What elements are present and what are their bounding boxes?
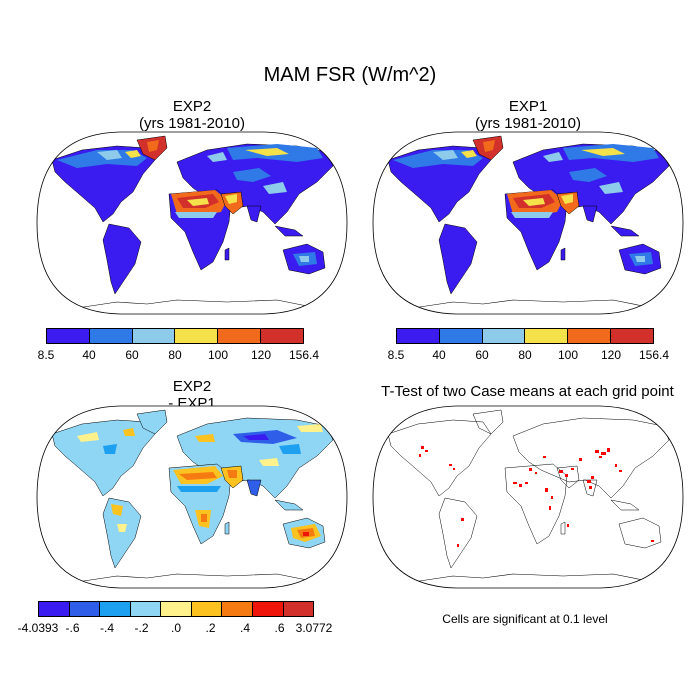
ttest-india [582,479,598,497]
diff-colorbar-label: -4.0393 [17,621,59,635]
exp2-panel-title: EXP2 (yrs 1981-2010) [37,98,347,132]
exp2-globe-outline [36,131,348,315]
diff-colorbar-label: -.4 [99,621,115,635]
exp1-title-line2: (yrs 1981-2010) [475,115,581,132]
diff-title-line1: EXP2 [172,378,212,395]
diff-antarctica [76,573,308,583]
exp1-colorbar-label: 100 [557,348,579,362]
exp1-panel-title: EXP1 (yrs 1981-2010) [373,98,683,132]
ttest-panel-title: T-Test of two Case means at each grid po… [381,383,674,400]
exp2-colorbar-label: 156.4 [288,348,320,362]
exp1-colorbar-swatch [525,329,569,343]
exp1-colorbar-label: 120 [600,348,622,362]
exp2-colorbar-swatch [261,329,303,343]
diff-colorbar-label: .0 [170,621,182,635]
diff-colorbar-label: -.2 [134,621,149,635]
exp2-south-america [102,223,142,295]
exp2-colorbar-label: 8.5 [37,348,55,362]
exp2-colorbar-swatch [47,329,90,343]
figure-title: MAM FSR (W/m^2) [263,64,437,86]
exp1-colorbar-swatch [568,329,612,343]
exp2-colorbar-swatch [89,329,133,343]
exp2-colorbar-label: 60 [125,348,139,362]
exp2-colorbar-label: 80 [168,348,182,362]
diff-colorbar-swatch [69,602,101,616]
exp2-antarctica [76,299,308,309]
exp1-colorbar-swatch [439,329,483,343]
exp1-map [372,131,684,315]
ttest-south-america [438,497,478,569]
exp2-map [36,131,348,315]
exp2-colorbar-label: 100 [207,348,229,362]
exp2-colorbar [46,328,304,344]
diff-colorbar-label: -.6 [65,621,80,635]
ttest-antarctica [412,573,644,583]
exp1-colorbar-swatch [397,329,440,343]
exp2-colorbar-label: 40 [82,348,96,362]
diff-colorbar-swatch [39,602,70,616]
exp1-colorbar-label: 80 [518,348,532,362]
exp1-colorbar-label: 8.5 [387,348,405,362]
exp2-colorbar-swatch [218,329,262,343]
exp1-colorbar [396,328,654,344]
exp1-colorbar-labels: 8.5 40 60 80 100 120 156.4 [388,348,669,364]
ttest-eurasia [512,417,670,499]
significant-cells [419,446,654,547]
exp2-colorbar-label: 120 [250,348,272,362]
exp1-antarctica [412,299,644,309]
diff-colorbar-label: 3.0772 [295,621,333,635]
diff-colorbar-swatch [100,602,131,616]
exp1-colorbar-swatch [482,329,526,343]
diff-colorbar-swatch [130,602,162,616]
diff-colorbar-label: .4 [239,621,251,635]
ttest-north-america [387,419,492,497]
exp2-colorbar-swatch [132,329,176,343]
diff-colorbar-swatch [161,602,192,616]
significance-note: Cells are significant at 0.1 level [442,612,608,626]
diff-south-america [102,497,142,569]
exp2-title-line1: EXP2 [172,98,212,115]
exp2-colorbar-labels: 8.5 40 60 80 100 120 156.4 [38,348,319,364]
exp1-title-line1: EXP1 [508,98,548,115]
exp2-india [246,205,262,223]
diff-colorbar-label: .6 [274,621,285,635]
diff-india [246,479,262,497]
ttest-greenland [472,409,504,435]
diff-globe-outline [36,405,348,589]
exp2-colorbar-swatch [175,329,219,343]
diff-colorbar-label: .2 [205,621,216,635]
exp1-colorbar-label: 40 [432,348,446,362]
exp1-colorbar-label: 156.4 [638,348,670,362]
exp1-globe-outline [372,131,684,315]
exp1-colorbar-swatch [611,329,653,343]
exp1-colorbar-label: 60 [475,348,489,362]
diff-colorbar [38,601,314,617]
exp1-south-america [438,223,478,295]
diff-greenland [136,409,168,435]
exp2-title-line2: (yrs 1981-2010) [139,115,245,132]
diff-colorbar-swatch [222,602,253,616]
ttest-arabia [556,465,580,489]
diff-map [36,405,348,589]
ttest-map [372,405,684,589]
diff-north-america [51,419,156,497]
exp1-india [582,205,598,223]
diff-colorbar-swatch [191,602,223,616]
ttest-australia [618,517,662,549]
diff-colorbar-swatch [252,602,284,616]
ttest-globe-outline [372,405,684,589]
diff-colorbar-swatch [283,602,314,616]
diff-colorbar-labels: -4.0393 -.6 -.4 -.2 .0 .2 .4 .6 3.0772 [18,621,333,637]
